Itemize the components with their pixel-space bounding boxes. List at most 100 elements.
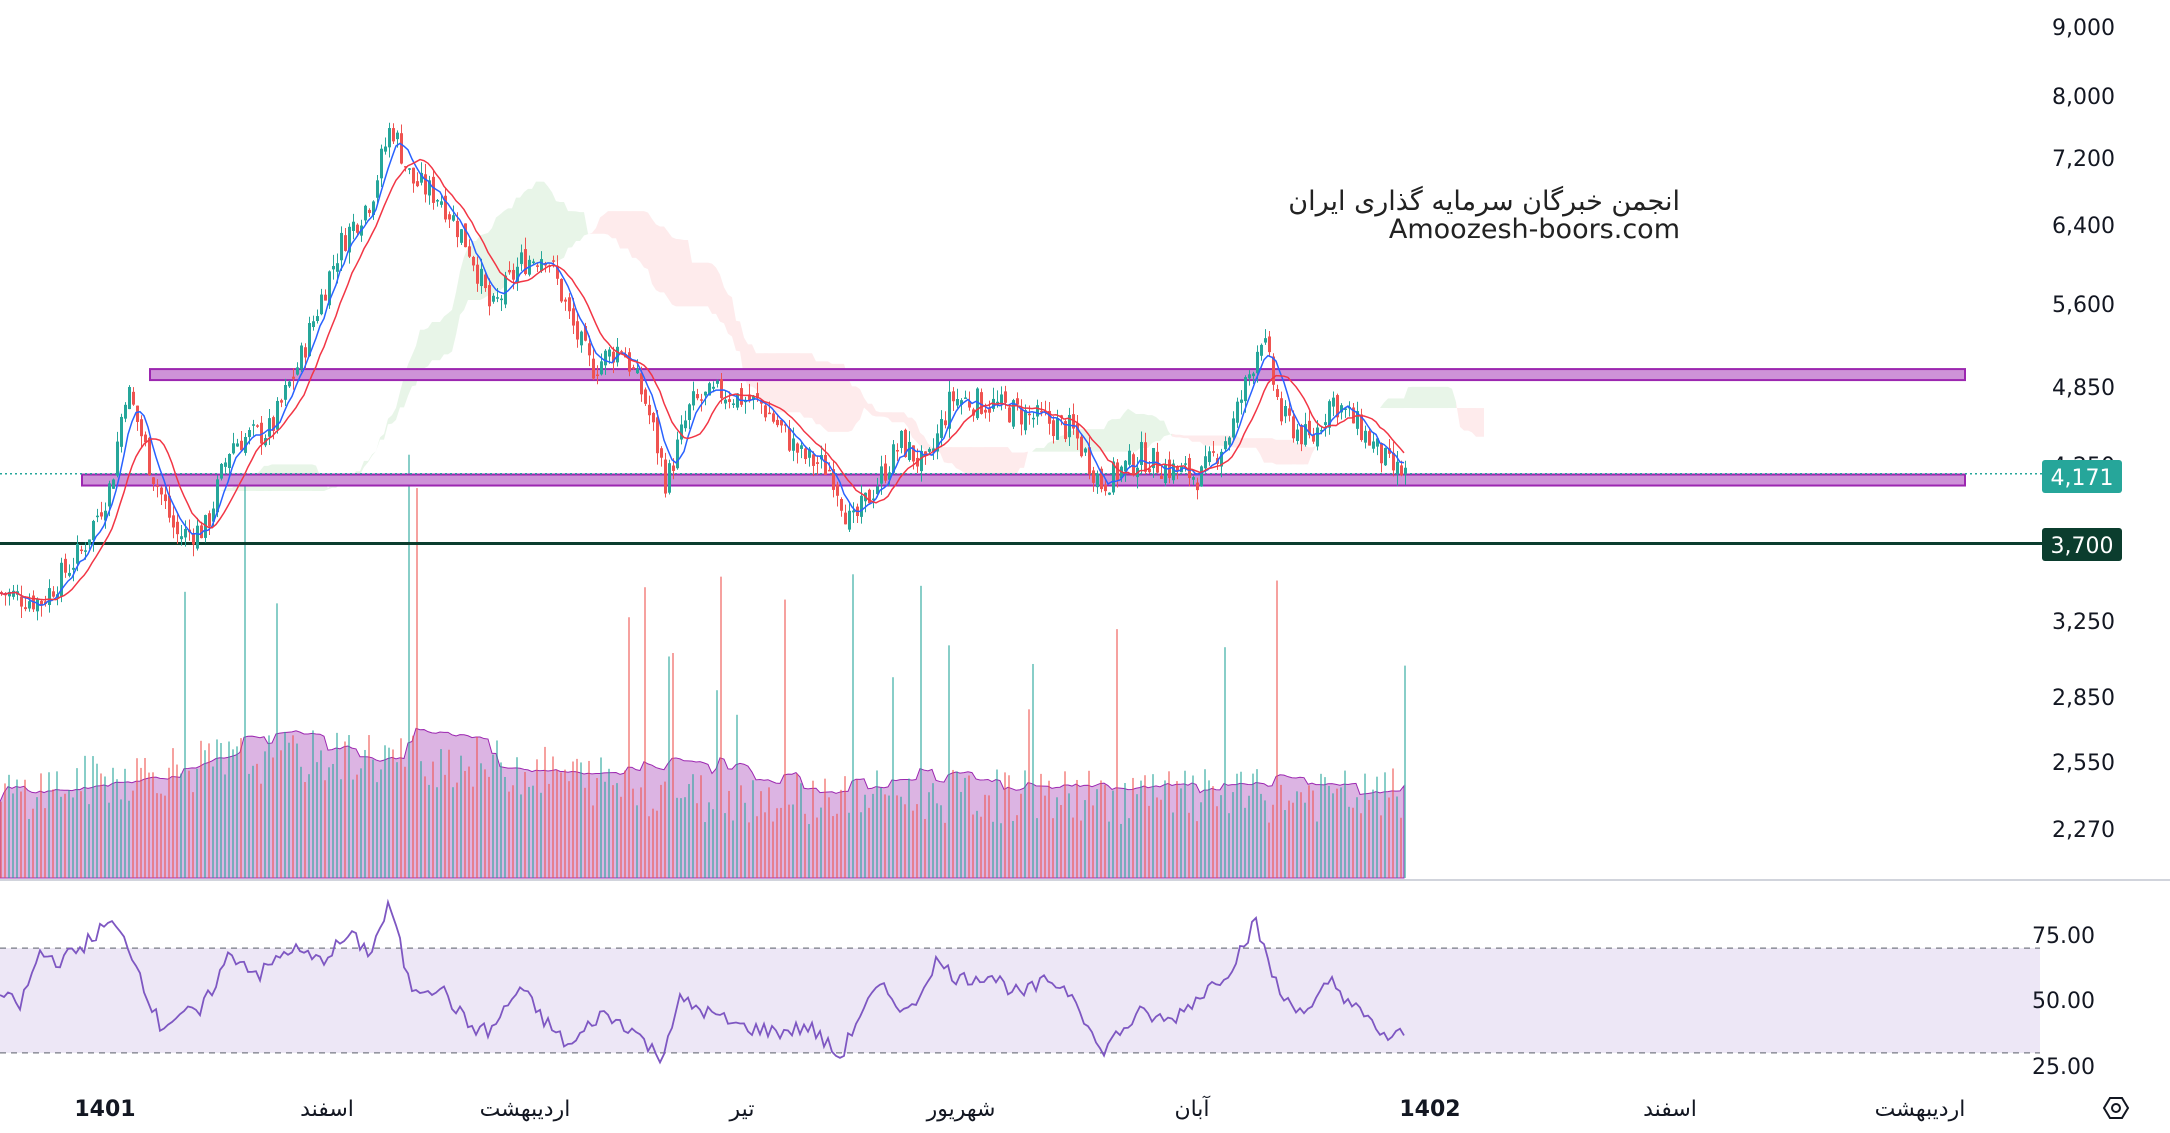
candle: [776, 413, 779, 428]
candle: [240, 430, 243, 451]
candle: [564, 297, 567, 311]
candle: [724, 390, 727, 410]
candle: [920, 445, 923, 482]
candle: [536, 262, 539, 272]
price-tick-label: 8,000: [2052, 85, 2115, 110]
candle: [1036, 399, 1039, 425]
candle: [364, 204, 367, 225]
candle: [416, 172, 419, 188]
candle: [276, 397, 279, 434]
candle: [256, 424, 259, 428]
candle: [1368, 428, 1371, 446]
candle: [20, 585, 23, 618]
candle: [220, 462, 223, 481]
volume-bars: [0, 454, 1406, 879]
candle: [460, 228, 463, 245]
candle: [556, 255, 559, 285]
candle: [412, 167, 415, 193]
candle: [508, 261, 511, 275]
candle: [836, 481, 839, 507]
candle: [844, 504, 847, 525]
moving-averages: [0, 142, 1405, 606]
candle: [192, 528, 195, 557]
time-tick-label: شهریور: [926, 1097, 996, 1122]
candle: [772, 410, 775, 424]
candle: [688, 403, 691, 430]
candle: [144, 431, 147, 447]
candle: [1332, 391, 1335, 417]
candle: [464, 223, 467, 248]
candle: [36, 597, 39, 621]
time-axis[interactable]: 1401 اسفند اردیبهشت تیر شهریور آبان 1402 اسفند ا…: [74, 1095, 1965, 1122]
candle: [1144, 432, 1147, 475]
candle: [888, 466, 891, 487]
candle: [52, 586, 55, 598]
candle: [1288, 401, 1291, 422]
candle: [1276, 384, 1279, 400]
candle: [184, 520, 187, 547]
candle: [1132, 452, 1135, 477]
candle: [1380, 442, 1383, 473]
price-axis[interactable]: 9,0008,0007,2006,4005,6004,8504,2503,250…: [2052, 16, 2115, 843]
price-tick-label: 6,400: [2052, 214, 2115, 239]
candle: [48, 579, 51, 613]
candle: [88, 539, 91, 550]
candle: [292, 367, 295, 390]
candle: [744, 396, 747, 414]
candle: [288, 380, 291, 389]
candle: [444, 188, 447, 223]
last-price-value: 4,171: [2051, 466, 2114, 491]
candle: [700, 393, 703, 412]
candle: [840, 497, 843, 517]
candle: [424, 163, 427, 203]
candle: [728, 391, 731, 409]
candle: [580, 330, 583, 353]
candle: [1180, 462, 1183, 473]
rsi-axis[interactable]: 75.00 50.00 25.00: [2032, 924, 2095, 1080]
last-price-tag: 4,171: [2042, 460, 2122, 493]
candle: [932, 438, 935, 461]
candle: [472, 255, 475, 272]
candle: [1156, 442, 1159, 474]
candle: [1164, 458, 1167, 487]
candle: [812, 451, 815, 477]
candle: [1364, 425, 1367, 449]
candle: [68, 564, 71, 578]
price-tick-label: 2,270: [2052, 818, 2115, 843]
candle: [784, 423, 787, 433]
rsi-pane: [0, 898, 2040, 1065]
candle: [228, 453, 231, 477]
candle: [948, 380, 951, 438]
candle: [1128, 444, 1131, 467]
price-tick-label: 4,850: [2052, 376, 2115, 401]
candle: [576, 312, 579, 348]
candle: [132, 387, 135, 406]
candle: [1400, 460, 1403, 477]
candle: [1140, 431, 1143, 474]
candle: [320, 288, 323, 316]
candle: [180, 524, 183, 546]
candle: [560, 278, 563, 303]
time-tick-label: تیر: [729, 1097, 755, 1122]
candle: [1092, 466, 1095, 492]
candle: [676, 431, 679, 470]
time-tick-label: 1402: [1399, 1097, 1460, 1122]
candle: [168, 485, 171, 523]
candle: [976, 387, 979, 420]
candle: [316, 309, 319, 324]
candle: [760, 399, 763, 414]
time-tick-label: اسفند: [1643, 1097, 1697, 1122]
candle: [520, 244, 523, 271]
candle: [652, 411, 655, 431]
chart-settings-icon[interactable]: [2102, 1097, 2130, 1119]
candle: [500, 295, 503, 311]
candle: [656, 409, 659, 465]
candle: [696, 388, 699, 401]
candle: [1280, 391, 1283, 426]
candle: [736, 393, 739, 411]
candle: [1220, 448, 1223, 478]
candle: [1100, 466, 1103, 493]
candle: [1048, 401, 1051, 435]
candle: [540, 251, 543, 273]
